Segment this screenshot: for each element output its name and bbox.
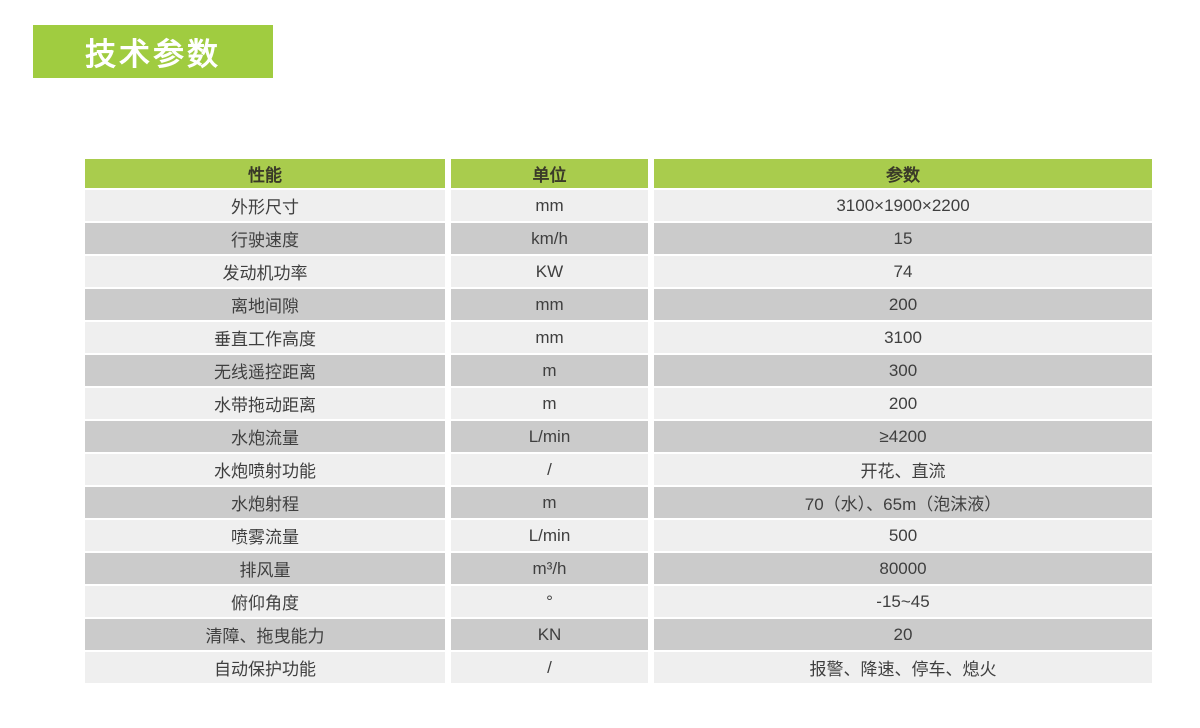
row-unit-cell: KN	[451, 619, 648, 650]
row-parameter-cell: 3100×1900×2200	[654, 190, 1152, 221]
column-header-unit: 单位	[451, 159, 648, 188]
row-performance-cell: 排风量	[85, 553, 445, 584]
row-performance-cell: 水炮喷射功能	[85, 454, 445, 485]
row-performance-cell: 发动机功率	[85, 256, 445, 287]
row-unit-cell: /	[451, 652, 648, 683]
spec-table: 性能 单位 参数 外形尺寸 mm 3100×1900×2200 行驶速度 km/h 15 发…	[85, 159, 1152, 683]
column-header-parameter: 参数	[654, 159, 1152, 188]
row-unit-cell: mm	[451, 289, 648, 320]
row-unit-cell: L/min	[451, 421, 648, 452]
row-unit-cell: m³/h	[451, 553, 648, 584]
row-performance-cell: 垂直工作高度	[85, 322, 445, 353]
row-performance-cell: 自动保护功能	[85, 652, 445, 683]
row-performance-cell: 清障、拖曳能力	[85, 619, 445, 650]
row-parameter-cell: 500	[654, 520, 1152, 551]
row-parameter-cell: 200	[654, 289, 1152, 320]
row-unit-cell: mm	[451, 190, 648, 221]
row-unit-cell: mm	[451, 322, 648, 353]
row-parameter-cell: 3100	[654, 322, 1152, 353]
row-parameter-cell: 20	[654, 619, 1152, 650]
row-parameter-cell: -15~45	[654, 586, 1152, 617]
row-parameter-cell: 200	[654, 388, 1152, 419]
row-parameter-cell: 报警、降速、停车、熄火	[654, 652, 1152, 683]
column-header-performance: 性能	[85, 159, 445, 188]
page-title-badge: 技术参数	[33, 25, 273, 78]
row-unit-cell: KW	[451, 256, 648, 287]
row-unit-cell: m	[451, 355, 648, 386]
row-performance-cell: 行驶速度	[85, 223, 445, 254]
row-unit-cell: L/min	[451, 520, 648, 551]
row-parameter-cell: 74	[654, 256, 1152, 287]
row-unit-cell: m	[451, 487, 648, 518]
row-unit-cell: km/h	[451, 223, 648, 254]
row-parameter-cell: 70（水）、65m（泡沫液）	[654, 487, 1152, 518]
row-performance-cell: 水炮射程	[85, 487, 445, 518]
row-performance-cell: 无线遥控距离	[85, 355, 445, 386]
row-unit-cell: m	[451, 388, 648, 419]
row-parameter-cell: 300	[654, 355, 1152, 386]
row-performance-cell: 水炮流量	[85, 421, 445, 452]
row-parameter-cell: 开花、直流	[654, 454, 1152, 485]
row-performance-cell: 外形尺寸	[85, 190, 445, 221]
row-parameter-cell: 80000	[654, 553, 1152, 584]
row-unit-cell: /	[451, 454, 648, 485]
row-parameter-cell: ≥4200	[654, 421, 1152, 452]
row-parameter-cell: 15	[654, 223, 1152, 254]
row-performance-cell: 离地间隙	[85, 289, 445, 320]
row-unit-cell: °	[451, 586, 648, 617]
row-performance-cell: 俯仰角度	[85, 586, 445, 617]
row-performance-cell: 喷雾流量	[85, 520, 445, 551]
row-performance-cell: 水带拖动距离	[85, 388, 445, 419]
